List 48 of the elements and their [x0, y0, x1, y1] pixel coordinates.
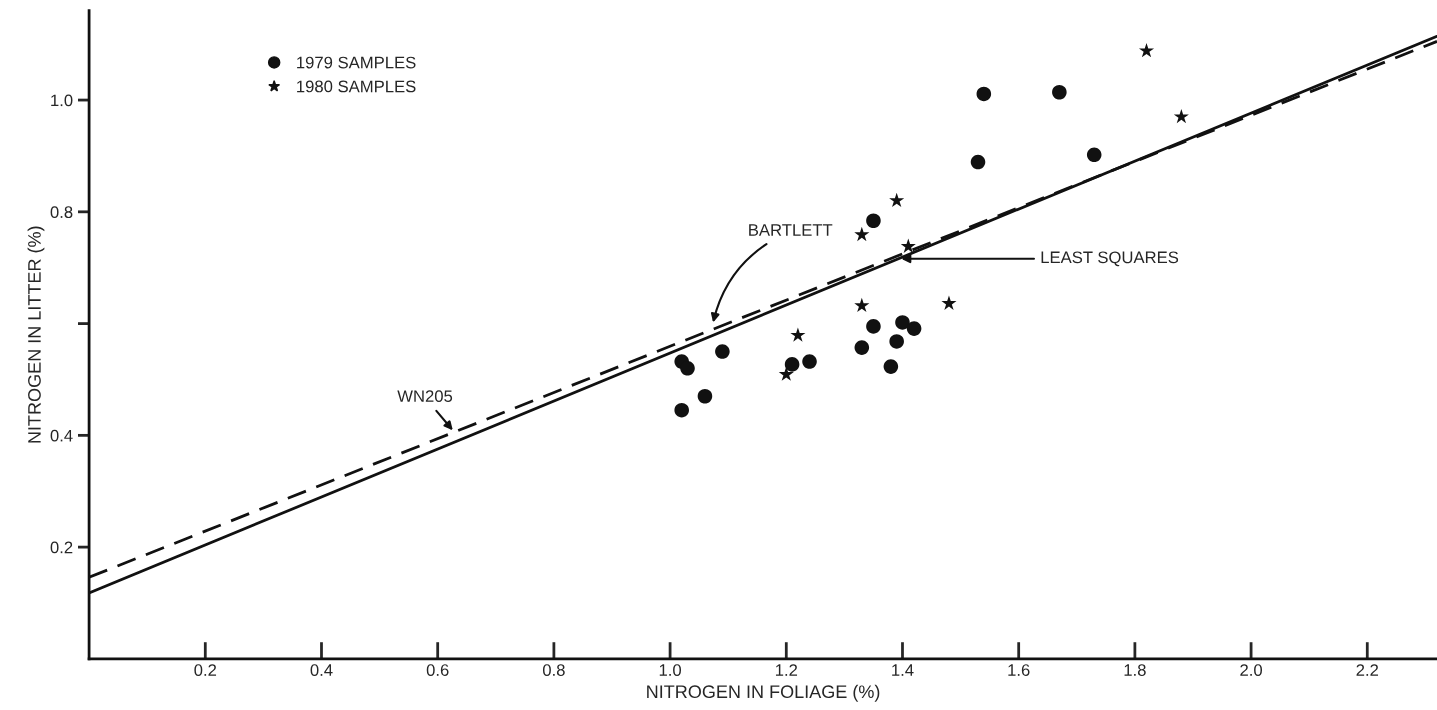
annotation: WN205 [397, 390, 453, 403]
point [680, 361, 695, 376]
y-axis-title: NITROGEN IN LITTER (%) [27, 226, 45, 443]
x-tick-label: 1.8 [1124, 664, 1146, 676]
y-tick-label: 0.8 [50, 206, 73, 219]
y-tick-label: 1.0 [51, 94, 73, 107]
point [900, 238, 916, 253]
point [941, 295, 957, 310]
point [674, 402, 689, 418]
legend-label: 1980 SAMPLES [297, 80, 416, 93]
point [970, 154, 986, 170]
point [1052, 84, 1067, 100]
point [697, 388, 713, 404]
annotation: LEAST SQUARES [1041, 251, 1179, 267]
point [802, 354, 817, 369]
point [906, 321, 922, 336]
point [889, 192, 905, 208]
point [854, 340, 870, 355]
annotation: BARTLETT [749, 224, 833, 236]
y-tick-label: 0.2 [50, 541, 73, 554]
x-tick-label: 1.4 [892, 664, 914, 676]
point [784, 357, 800, 372]
point [778, 366, 794, 381]
x-tick-label: 2.0 [1240, 664, 1263, 676]
point [790, 327, 806, 342]
y-tick-label: 0.4 [50, 429, 73, 442]
point [854, 297, 870, 313]
point [976, 86, 992, 102]
x-tick-label: 0.2 [194, 664, 217, 676]
point [854, 226, 870, 242]
point [895, 315, 910, 330]
point [1173, 108, 1189, 124]
point [866, 213, 881, 229]
legend-label: 1979 SAMPLES [297, 56, 416, 69]
point [883, 359, 899, 374]
x-tick-label: 0.4 [310, 664, 333, 676]
x-tick-label: 1.2 [775, 664, 798, 676]
point [1086, 147, 1102, 163]
x-tick-label: 0.6 [426, 664, 449, 676]
point [715, 344, 730, 359]
x-tick-label: 2.2 [1356, 664, 1379, 676]
x-tick-label: 1.6 [1008, 664, 1030, 676]
point [889, 334, 904, 349]
point [1138, 42, 1155, 58]
x-tick-label: 1.0 [659, 664, 682, 676]
point [866, 319, 881, 334]
x-axis-title: NITROGEN IN FOLIAGE (%) [647, 684, 880, 702]
x-tick-label: 0.8 [542, 664, 565, 676]
